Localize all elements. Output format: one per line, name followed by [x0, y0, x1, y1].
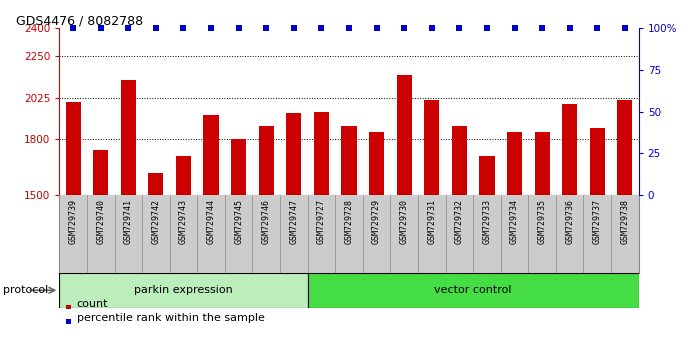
Text: GSM729737: GSM729737 [593, 199, 602, 244]
Text: parkin expression: parkin expression [134, 285, 233, 295]
Bar [480, 156, 494, 195]
Point [537, 25, 548, 31]
Point [178, 25, 189, 31]
Text: GSM729738: GSM729738 [621, 199, 630, 244]
Point [399, 25, 410, 31]
Bar [452, 126, 467, 195]
Bar [231, 139, 246, 195]
Bar [424, 101, 439, 195]
Text: GSM729732: GSM729732 [455, 199, 464, 244]
Text: GSM729742: GSM729742 [151, 199, 161, 244]
Bar [308, 273, 639, 308]
Bar [507, 132, 522, 195]
Point [454, 25, 465, 31]
Text: GSM729741: GSM729741 [124, 199, 133, 244]
Bar [535, 132, 550, 195]
Bar [259, 126, 274, 195]
Text: GSM729733: GSM729733 [482, 199, 491, 244]
Text: GSM729734: GSM729734 [510, 199, 519, 244]
Text: GDS4476 / 8082788: GDS4476 / 8082788 [16, 14, 143, 27]
Bar [59, 273, 308, 308]
Point [233, 25, 244, 31]
Text: percentile rank within the sample: percentile rank within the sample [77, 313, 265, 323]
Point [315, 25, 327, 31]
Text: GSM729735: GSM729735 [537, 199, 547, 244]
Bar [396, 75, 412, 195]
Text: vector control: vector control [434, 285, 512, 295]
Text: GSM729746: GSM729746 [262, 199, 271, 244]
Point [343, 25, 355, 31]
Bar [314, 112, 329, 195]
Bar [369, 132, 384, 195]
Text: GSM729740: GSM729740 [96, 199, 105, 244]
Point [68, 25, 79, 31]
Bar [93, 150, 108, 195]
Point [426, 25, 438, 31]
Text: protocol: protocol [3, 285, 49, 295]
Point [205, 25, 216, 31]
Bar [562, 104, 577, 195]
Text: GSM729743: GSM729743 [179, 199, 188, 244]
Text: GSM729736: GSM729736 [565, 199, 574, 244]
Point [123, 25, 134, 31]
Text: GSM729731: GSM729731 [427, 199, 436, 244]
Bar [176, 156, 191, 195]
Bar [617, 101, 632, 195]
Point [95, 25, 106, 31]
Text: GSM729727: GSM729727 [317, 199, 326, 244]
Point [564, 25, 575, 31]
Text: GSM729745: GSM729745 [234, 199, 243, 244]
Bar [590, 128, 605, 195]
Point [150, 25, 161, 31]
Bar [204, 115, 218, 195]
Text: GSM729747: GSM729747 [290, 199, 298, 244]
Bar [148, 172, 163, 195]
Point [592, 25, 603, 31]
Text: GSM729744: GSM729744 [207, 199, 216, 244]
Bar [286, 113, 302, 195]
Point [260, 25, 272, 31]
Point [371, 25, 383, 31]
Point [509, 25, 520, 31]
Bar [121, 80, 136, 195]
Point [619, 25, 630, 31]
Bar [341, 126, 357, 195]
Text: count: count [77, 299, 108, 309]
Text: GSM729728: GSM729728 [345, 199, 353, 244]
Bar [66, 102, 81, 195]
Text: GSM729730: GSM729730 [400, 199, 408, 244]
Point [482, 25, 493, 31]
Text: GSM729729: GSM729729 [372, 199, 381, 244]
Point [288, 25, 299, 31]
Text: GSM729739: GSM729739 [68, 199, 77, 244]
